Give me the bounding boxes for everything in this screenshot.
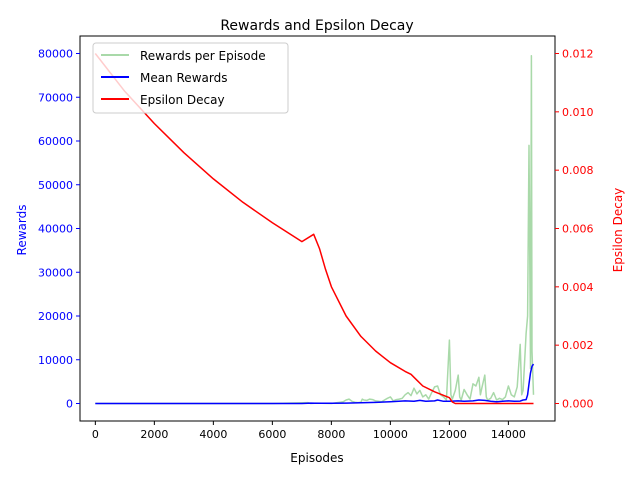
series-epsilon-line bbox=[94, 53, 534, 405]
x-tick-label: 14000 bbox=[491, 428, 526, 441]
y-right-tick-label: 0.004 bbox=[562, 281, 594, 294]
x-tick-label: 2000 bbox=[140, 428, 168, 441]
x-tick-label: 0 bbox=[92, 428, 99, 441]
y-left-tick-label: 50000 bbox=[38, 179, 73, 192]
plot-layer bbox=[94, 53, 535, 405]
y-left-tick-label: 70000 bbox=[38, 91, 73, 104]
y-left-tick-label: 30000 bbox=[38, 266, 73, 279]
y-right-tick-label: 0.000 bbox=[562, 398, 594, 411]
legend: Rewards per Episode Mean Rewards Epsilon… bbox=[92, 42, 289, 114]
legend-label-rewards: Rewards per Episode bbox=[140, 49, 266, 63]
x-tick-label: 4000 bbox=[199, 428, 227, 441]
y-left-tick-label: 80000 bbox=[38, 48, 73, 61]
y-left-tick-label: 0 bbox=[66, 398, 73, 411]
y-right-tick-label: 0.006 bbox=[562, 223, 594, 236]
y-right-tick-label: 0.002 bbox=[562, 339, 594, 352]
x-tick-label: 12000 bbox=[432, 428, 467, 441]
series-mean-rewards-line bbox=[95, 363, 535, 405]
y-left-tick-label: 20000 bbox=[38, 310, 73, 323]
legend-label-mean: Mean Rewards bbox=[140, 71, 227, 85]
y-axis-label-right: Epsilon Decay bbox=[611, 188, 625, 273]
x-axis-label: Episodes bbox=[290, 451, 343, 465]
y-axis-label-left: Rewards bbox=[15, 205, 29, 256]
x-tick-label: 10000 bbox=[373, 428, 408, 441]
y-right-tick-label: 0.010 bbox=[562, 106, 594, 119]
x-tick-label: 8000 bbox=[317, 428, 345, 441]
axes-layer: 0 2000 4000 6000 8000 10000 12000 14000 0 10000 20… bbox=[38, 48, 594, 442]
y-left-tick-label: 60000 bbox=[38, 135, 73, 148]
y-right-tick-label: 0.012 bbox=[562, 48, 594, 61]
chart-title: Rewards and Epsilon Decay bbox=[220, 18, 413, 34]
x-tick-label: 6000 bbox=[258, 428, 286, 441]
legend-box bbox=[92, 42, 289, 114]
legend-label-epsilon: Epsilon Decay bbox=[140, 93, 225, 107]
y-right-tick-label: 0.008 bbox=[562, 164, 594, 177]
y-left-tick-label: 10000 bbox=[38, 354, 73, 367]
y-left-tick-label: 40000 bbox=[38, 223, 73, 236]
